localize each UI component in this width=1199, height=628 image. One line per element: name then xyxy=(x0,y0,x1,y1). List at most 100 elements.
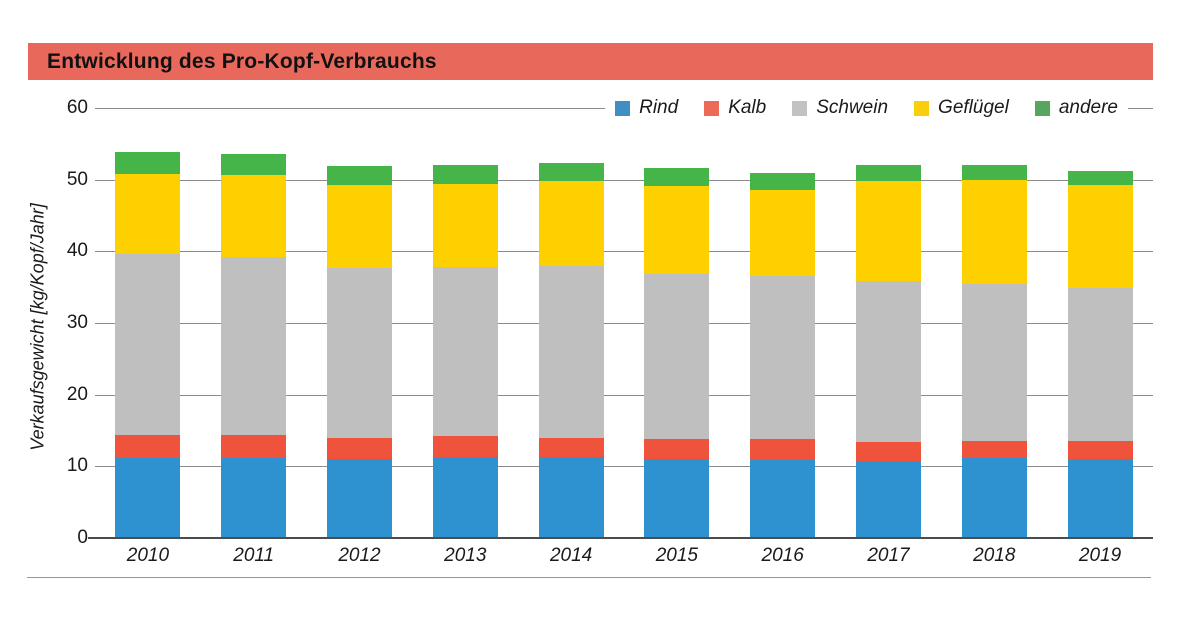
bar-segment-andere-2017 xyxy=(855,164,921,182)
gridline-10 xyxy=(95,466,1153,468)
bar-segment-geflügel-2016 xyxy=(750,190,816,277)
bar-stack-2019 xyxy=(1067,171,1133,538)
bar-column-2019 xyxy=(1047,108,1153,538)
x-tick-2015: 2015 xyxy=(655,545,699,566)
bar-segment-geflügel-2012 xyxy=(326,185,392,268)
bar-segment-schwein-2017 xyxy=(855,280,921,442)
bar-stack-2015 xyxy=(644,168,710,538)
x-tick-2014: 2014 xyxy=(549,545,593,566)
bar-column-2014 xyxy=(518,108,624,538)
bar-stack-2018 xyxy=(961,164,1027,538)
bar-column-2017 xyxy=(836,108,942,538)
y-tick-50: 50 xyxy=(66,168,88,190)
bar-segment-andere-2011 xyxy=(221,153,287,175)
bar-column-2011 xyxy=(201,108,307,538)
y-tick-20: 20 xyxy=(66,383,88,405)
bar-segment-andere-2012 xyxy=(326,166,392,186)
legend-label-rind: Rind xyxy=(639,97,679,118)
bar-stack-2016 xyxy=(750,172,816,538)
bar-segment-kalb-2019 xyxy=(1067,441,1133,460)
x-tick-labels: 2010 2011 2012 2013 2014 2015 2016 2017 2018 2019 xyxy=(95,545,1153,567)
bar-segment-geflügel-2014 xyxy=(538,181,604,267)
chart-legend: Rind Kalb Schwein Geflügel andere xyxy=(605,94,1128,122)
bar-segment-andere-2016 xyxy=(750,172,816,191)
bar-segment-schwein-2015 xyxy=(644,273,710,440)
bar-segment-kalb-2014 xyxy=(538,437,604,458)
y-tick-0: 0 xyxy=(77,527,88,548)
bar-segment-kalb-2018 xyxy=(961,440,1027,458)
bar-segment-geflügel-2019 xyxy=(1067,184,1133,288)
bar-segment-kalb-2012 xyxy=(326,437,392,460)
legend-item-kalb: Kalb xyxy=(704,97,766,119)
legend-item-schwein: Schwein xyxy=(792,97,888,119)
x-tick-2019: 2019 xyxy=(1078,545,1122,566)
legend-label-andere: andere xyxy=(1058,97,1118,118)
bar-column-2015 xyxy=(624,108,730,538)
x-tick-2013: 2013 xyxy=(444,545,487,566)
bar-segment-rind-2018 xyxy=(961,457,1027,538)
bar-segment-geflügel-2017 xyxy=(855,181,921,281)
bar-stack-2014 xyxy=(538,162,604,538)
bar-segment-andere-2010 xyxy=(115,152,181,174)
chart-title-bar: Entwicklung des Pro-Kopf-Verbrauchs xyxy=(28,43,1153,80)
gridline-50 xyxy=(95,179,1153,181)
bar-segment-andere-2013 xyxy=(432,165,498,184)
gridline-20 xyxy=(95,394,1153,396)
legend-swatch-kalb xyxy=(704,100,720,116)
bar-segment-schwein-2019 xyxy=(1067,287,1133,442)
bar-segment-rind-2017 xyxy=(855,460,921,538)
bar-segment-kalb-2015 xyxy=(644,439,710,460)
y-tick-60: 60 xyxy=(66,97,88,118)
bar-stack-2011 xyxy=(221,153,287,538)
bar-segment-geflügel-2010 xyxy=(115,173,181,254)
bar-segment-andere-2015 xyxy=(644,168,710,187)
bar-segment-geflügel-2015 xyxy=(644,186,710,274)
bar-segment-schwein-2016 xyxy=(750,276,816,440)
bar-segment-kalb-2010 xyxy=(115,434,181,458)
bar-segment-kalb-2013 xyxy=(432,436,498,458)
bar-segment-andere-2019 xyxy=(1067,171,1133,185)
bar-segment-schwein-2011 xyxy=(221,257,287,435)
bar-segment-rind-2016 xyxy=(750,459,816,538)
chart-title: Entwicklung des Pro-Kopf-Verbrauchs xyxy=(47,49,437,73)
bar-segment-schwein-2010 xyxy=(115,253,181,435)
gridline-30 xyxy=(95,323,1153,324)
bar-segment-kalb-2011 xyxy=(221,434,287,459)
bar-segment-schwein-2014 xyxy=(538,266,604,438)
legend-swatch-schwein xyxy=(792,100,808,116)
bar-column-2016 xyxy=(730,108,836,538)
gridline-40 xyxy=(95,251,1153,253)
plot-area xyxy=(95,108,1153,538)
x-tick-2018: 2018 xyxy=(973,545,1016,566)
bar-series-container xyxy=(95,108,1153,538)
y-tick-40: 40 xyxy=(66,240,88,262)
x-tick-2010: 2010 xyxy=(126,545,170,566)
bar-segment-andere-2018 xyxy=(961,164,1027,181)
y-tick-10: 10 xyxy=(66,455,88,477)
bar-stack-2013 xyxy=(432,165,498,538)
bar-segment-rind-2010 xyxy=(115,457,181,538)
legend-label-geflügel: Geflügel xyxy=(938,97,1009,118)
bar-segment-rind-2019 xyxy=(1067,459,1133,538)
x-tick-2017: 2017 xyxy=(867,545,910,566)
bar-segment-kalb-2016 xyxy=(750,439,816,460)
legend-swatch-rind xyxy=(615,100,631,116)
legend-item-geflügel: Geflügel xyxy=(914,97,1009,119)
legend-label-kalb: Kalb xyxy=(728,97,767,118)
x-tick-2012: 2012 xyxy=(338,545,381,566)
bar-stack-2012 xyxy=(326,166,392,538)
bar-column-2013 xyxy=(412,108,518,538)
bar-stack-2017 xyxy=(855,164,921,538)
x-tick-2016: 2016 xyxy=(761,545,804,566)
bar-segment-andere-2014 xyxy=(538,162,604,182)
bar-segment-geflügel-2018 xyxy=(961,180,1027,285)
legend-swatch-andere xyxy=(1034,100,1050,116)
bar-segment-rind-2014 xyxy=(538,457,604,538)
bar-segment-schwein-2012 xyxy=(326,267,392,438)
legend-label-schwein: Schwein xyxy=(816,97,889,118)
bar-column-2010 xyxy=(95,108,201,538)
x-axis-line xyxy=(88,537,1153,539)
bar-segment-rind-2013 xyxy=(432,457,498,538)
legend-swatch-geflügel xyxy=(914,100,930,116)
